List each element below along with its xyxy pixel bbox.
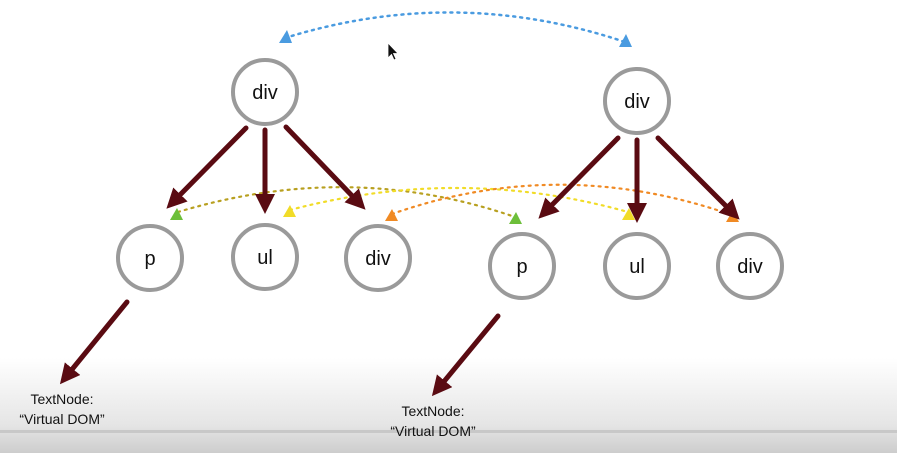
ul-compare-link	[288, 186, 630, 214]
left-p-label: p	[144, 248, 155, 270]
root-link-marker-left	[279, 30, 292, 43]
right-p-node: p	[488, 232, 556, 300]
ul-link-marker-left	[283, 205, 296, 217]
right-p-label: p	[516, 256, 527, 278]
right-textnode-label-line2: “Virtual DOM”	[390, 423, 476, 439]
bottom-divider	[0, 430, 897, 433]
p-link-marker-left	[170, 208, 183, 220]
right-div-label: div	[737, 256, 763, 278]
edge-right-p-to-text	[431, 313, 501, 397]
edge-left-p-to-text	[59, 299, 130, 385]
root-link-marker-right	[619, 34, 632, 47]
left-root-label: div	[252, 82, 278, 104]
root-compare-link	[283, 11, 627, 44]
edge-left-root-to-div	[283, 124, 366, 210]
mouse-pointer-icon	[387, 42, 399, 61]
right-div-node: div	[716, 232, 784, 300]
p-link-marker-right	[509, 212, 522, 224]
left-div-label: div	[365, 248, 391, 270]
right-ul-label: ul	[629, 256, 645, 278]
right-textnode-label-line1: TextNode:	[401, 403, 464, 419]
left-ul-label: ul	[257, 247, 273, 269]
left-root-node: div	[231, 58, 299, 126]
left-textnode-label-line2: “Virtual DOM”	[19, 411, 105, 427]
edge-right-root-to-p	[538, 135, 621, 219]
div-link-marker-left	[385, 209, 398, 221]
edge-right-root-to-div	[655, 135, 740, 220]
left-ul-node: ul	[231, 223, 299, 291]
left-p-node: p	[116, 224, 184, 292]
left-div-node: div	[344, 224, 412, 292]
edge-left-root-to-p	[166, 125, 249, 209]
right-ul-node: ul	[603, 232, 671, 300]
left-textnode-label-line1: TextNode:	[30, 391, 93, 407]
right-root-label: div	[624, 91, 650, 113]
right-root-node: div	[603, 67, 671, 135]
div-compare-link	[390, 183, 734, 217]
